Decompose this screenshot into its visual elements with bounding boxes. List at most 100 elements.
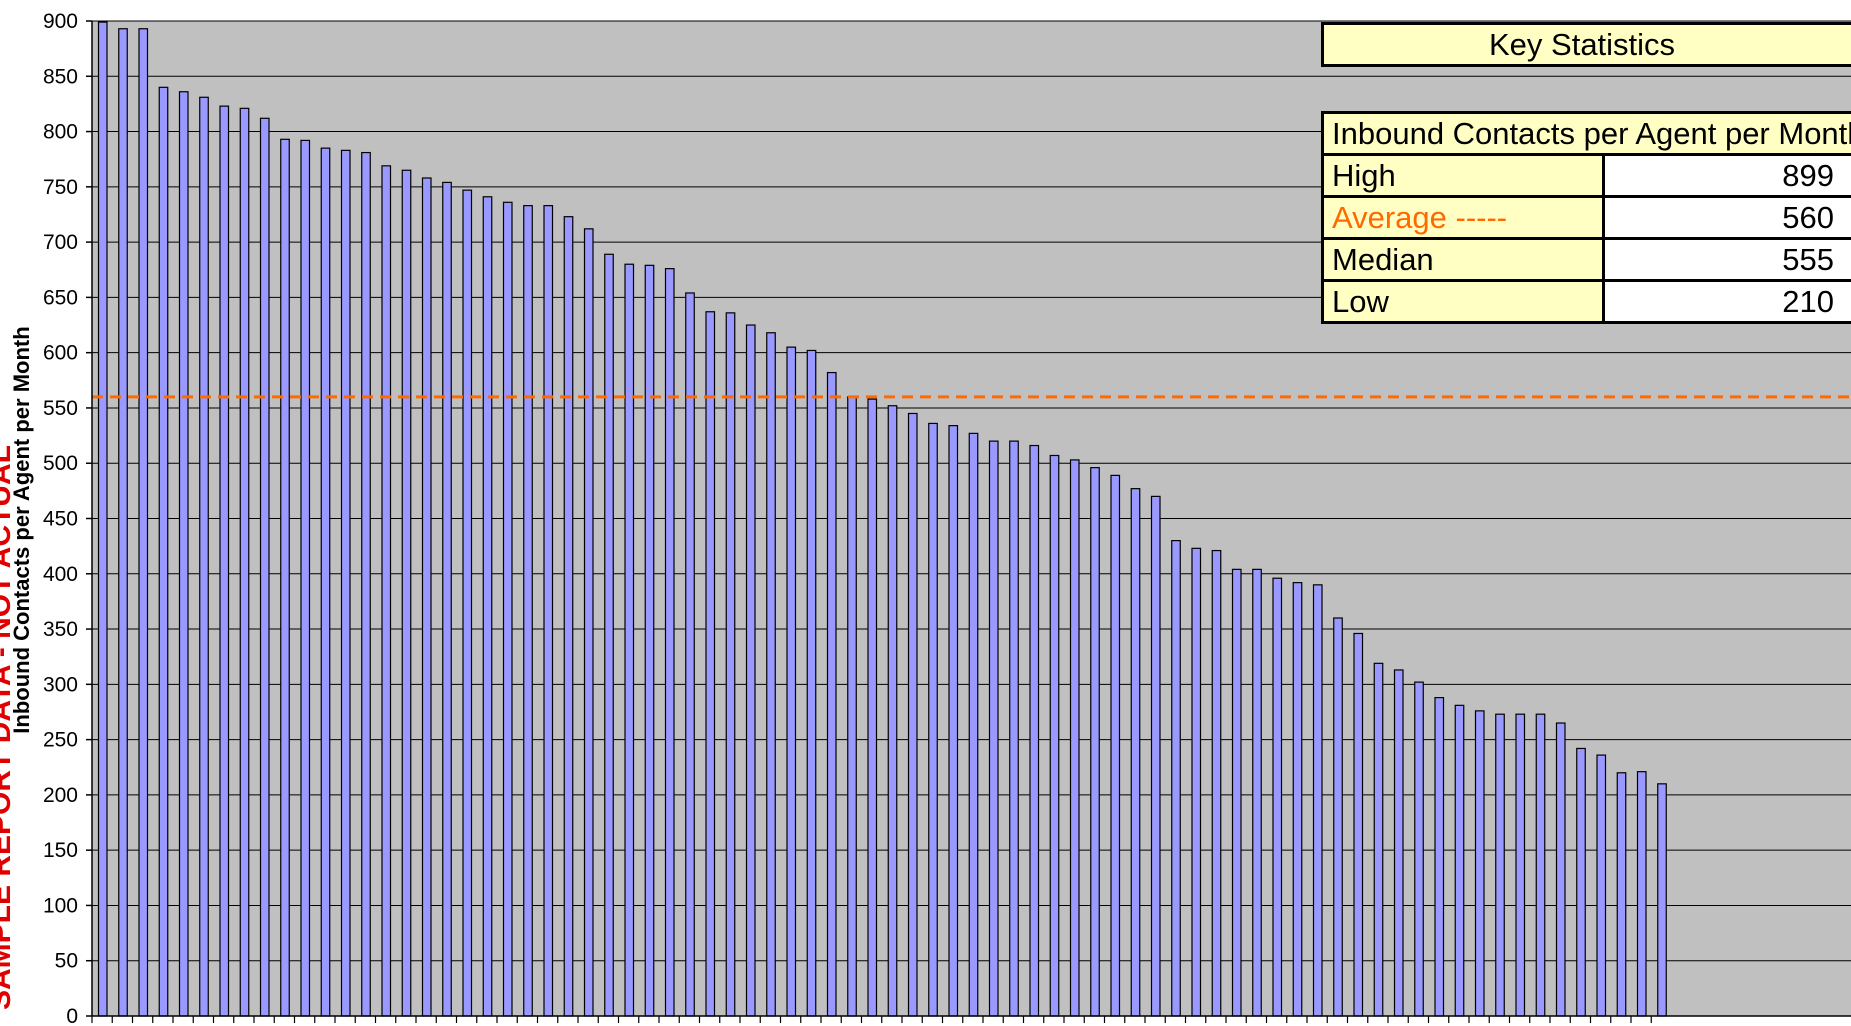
- y-axis-ticks: 0 50 100 150 200 250 300 350 400 450 500 550 600 650 7…: [43, 10, 92, 1026]
- bar: [1353, 632, 1364, 1017]
- stat-row-average: Average ----- 560: [1321, 195, 1851, 240]
- bar: [199, 96, 209, 1017]
- bar: [1576, 747, 1586, 1017]
- y-tick-label: 450: [43, 508, 78, 531]
- bar: [766, 332, 776, 1017]
- bar: [745, 324, 756, 1017]
- x-axis-ticks: [91, 1016, 1652, 1023]
- y-tick-label: 500: [43, 452, 78, 475]
- bar: [1636, 771, 1647, 1017]
- y-tick-label: 900: [43, 10, 78, 33]
- bar: [178, 91, 189, 1017]
- watermark-text: SAMPLE REPORT DATA - NOT ACTUAL: [0, 445, 17, 1010]
- stat-label: High: [1321, 153, 1605, 198]
- stat-value: 560: [1602, 195, 1851, 240]
- y-tick-label: 700: [43, 231, 78, 254]
- bar: [867, 398, 878, 1017]
- bar: [1535, 713, 1546, 1017]
- bar: [280, 138, 290, 1017]
- bar: [320, 147, 331, 1017]
- bar: [685, 292, 695, 1017]
- stat-row-low: Low 210: [1321, 279, 1851, 324]
- stats-header: Inbound Contacts per Agent per Month: [1321, 111, 1851, 156]
- bar: [1150, 495, 1161, 1017]
- bar: [1454, 704, 1465, 1017]
- bar: [1049, 454, 1060, 1017]
- bar: [806, 349, 817, 1017]
- bar: [1272, 577, 1283, 1017]
- bar: [1393, 669, 1404, 1017]
- stat-value: 555: [1602, 237, 1851, 282]
- bar: [1069, 459, 1080, 1017]
- bar: [664, 268, 675, 1017]
- y-tick-label: 300: [43, 673, 78, 696]
- stat-label: Average -----: [1321, 195, 1605, 240]
- y-tick-label: 850: [43, 65, 78, 88]
- bar: [1434, 696, 1445, 1017]
- stats-title: Key Statistics: [1321, 22, 1851, 67]
- y-tick-label: 150: [43, 839, 78, 862]
- bar: [786, 346, 797, 1017]
- bar: [381, 165, 392, 1017]
- bar: [1373, 662, 1384, 1017]
- bar: [1616, 772, 1627, 1017]
- bar: [826, 371, 837, 1017]
- bar: [239, 107, 250, 1017]
- bar: [583, 228, 594, 1017]
- bar: [988, 440, 999, 1017]
- bar: [482, 196, 493, 1017]
- bar: [97, 21, 108, 1017]
- bar: [1211, 549, 1222, 1017]
- stat-label: Low: [1321, 279, 1605, 324]
- bar: [887, 405, 898, 1017]
- stat-row-median: Median 555: [1321, 237, 1851, 282]
- bar: [1414, 681, 1424, 1017]
- stat-row-high: High 899: [1321, 153, 1851, 198]
- bar: [118, 28, 128, 1017]
- bar: [442, 181, 452, 1017]
- bar: [1555, 722, 1566, 1017]
- bar: [1333, 617, 1343, 1017]
- y-tick-label: 200: [43, 784, 78, 807]
- y-tick-label: 250: [43, 729, 78, 752]
- bar: [563, 216, 574, 1017]
- bar: [138, 28, 149, 1017]
- bar: [968, 432, 979, 1017]
- bar: [1171, 540, 1181, 1017]
- y-tick-label: 350: [43, 618, 78, 641]
- key-statistics-table: Inbound Contacts per Agent per Month Hig…: [1321, 111, 1851, 324]
- bar: [624, 263, 635, 1017]
- bar: [543, 205, 554, 1017]
- bar: [1474, 710, 1485, 1017]
- y-tick-label: 550: [43, 397, 78, 420]
- bar: [219, 105, 230, 1017]
- y-axis-label: Inbound Contacts per Agent per Month: [9, 326, 34, 733]
- y-tick-label: 800: [43, 121, 78, 144]
- y-tick-label: 50: [55, 950, 78, 973]
- bar: [1231, 568, 1242, 1017]
- bar: [502, 201, 513, 1017]
- bar: [1252, 568, 1262, 1017]
- bar: [340, 149, 351, 1017]
- stat-label: Median: [1321, 237, 1605, 282]
- y-tick-label: 400: [43, 563, 78, 586]
- bar: [928, 422, 938, 1017]
- bar: [421, 177, 432, 1017]
- bar: [1130, 488, 1141, 1017]
- bar: [1110, 474, 1121, 1017]
- bar: [1029, 444, 1040, 1017]
- y-tick-label: 750: [43, 176, 78, 199]
- bar: [259, 117, 270, 1017]
- y-tick-label: 100: [43, 894, 78, 917]
- bar: [300, 139, 311, 1017]
- bar: [1657, 783, 1667, 1017]
- bar: [1191, 547, 1202, 1017]
- bar: [1312, 584, 1323, 1017]
- bar: [1292, 582, 1303, 1017]
- bar: [644, 264, 655, 1017]
- y-tick-label: 0: [66, 1005, 78, 1026]
- bar: [1596, 754, 1607, 1017]
- bar: [1495, 713, 1505, 1017]
- bar: [847, 396, 857, 1017]
- bar: [523, 205, 533, 1017]
